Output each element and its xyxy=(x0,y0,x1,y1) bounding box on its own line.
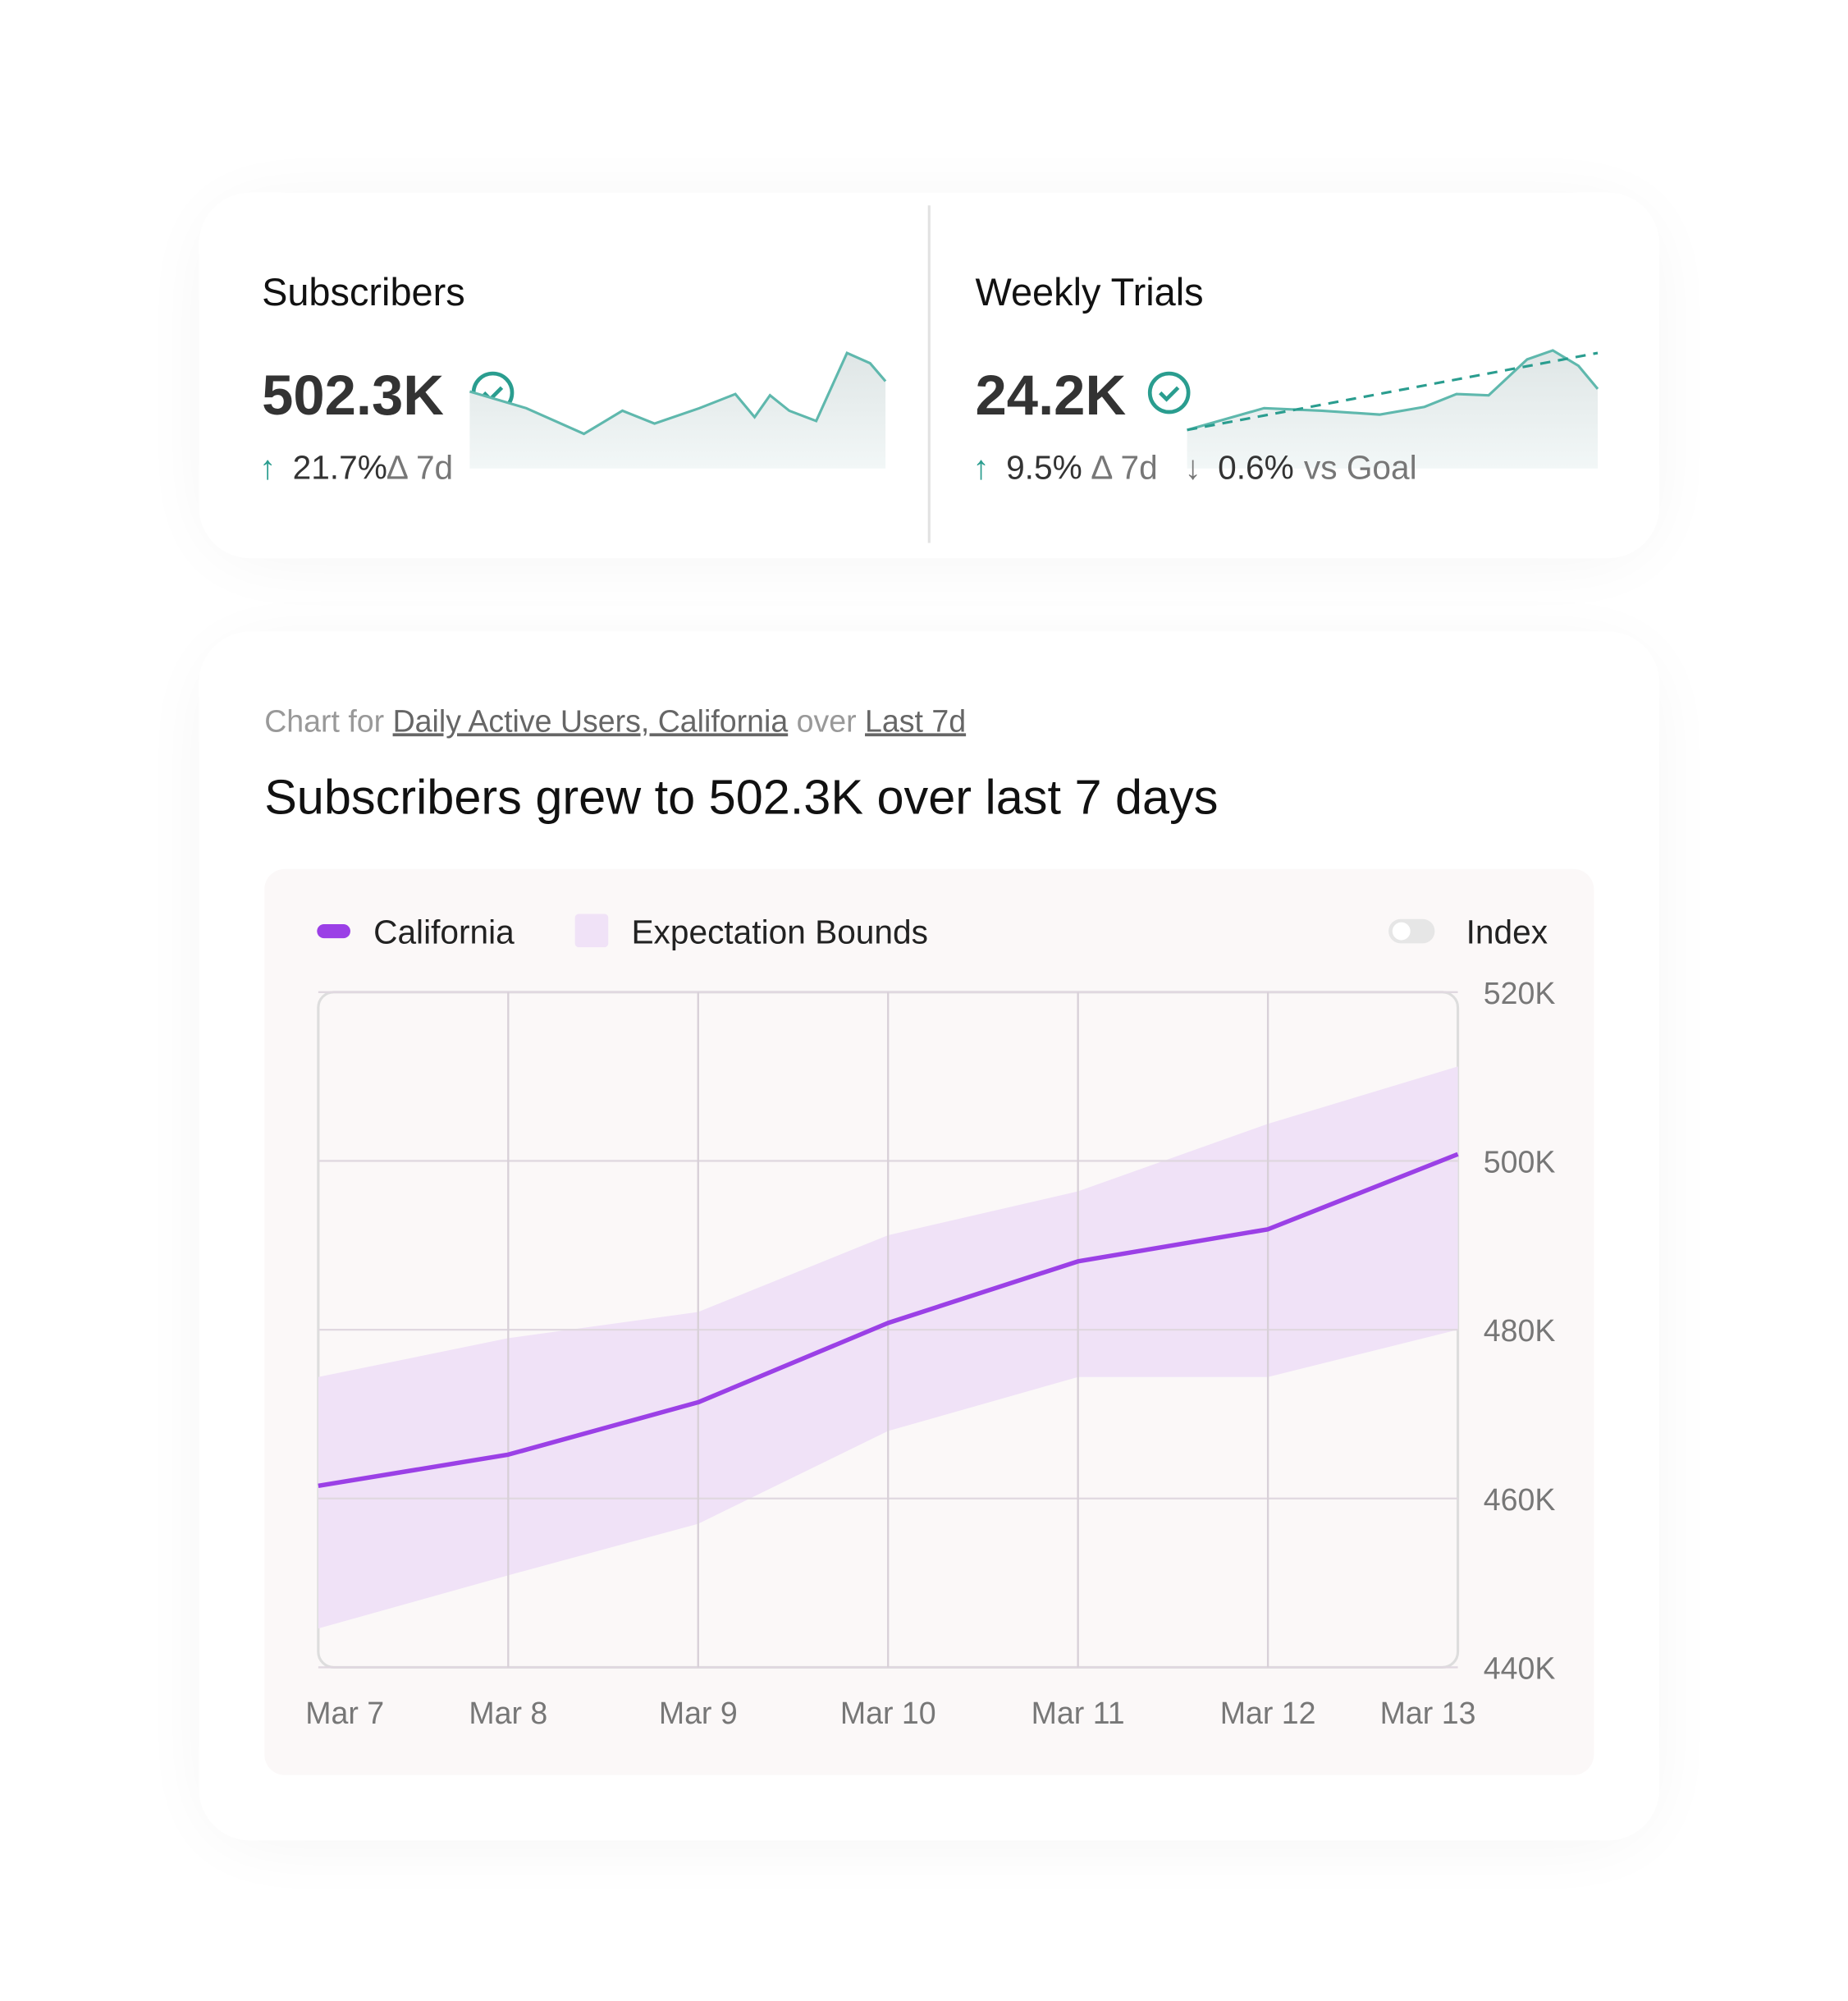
x-tick-label: Mar 10 xyxy=(840,1696,936,1730)
range-link[interactable]: Last 7d xyxy=(865,703,966,738)
card-value: 502.3K xyxy=(262,364,444,427)
change: 21.7% xyxy=(293,448,387,486)
sparkline-area xyxy=(1187,350,1599,469)
plot: 440K 460K 480K 500K 520K Mar 7 Mar 8 Mar 9 Mar 1… xyxy=(305,976,1555,1730)
period: Δ 7d xyxy=(1091,448,1157,486)
x-tick-label: Mar 11 xyxy=(1031,1696,1125,1730)
arrow: ↑ xyxy=(259,448,276,486)
change: 0.6% xyxy=(1218,448,1294,486)
sparkline-area xyxy=(469,353,886,469)
legend-swatch xyxy=(574,914,609,948)
goal-label: vs Goal xyxy=(1304,448,1417,486)
joiner: over xyxy=(797,703,857,738)
x-tick-label: Mar 9 xyxy=(659,1696,738,1730)
x-tick-label: Mar 12 xyxy=(1220,1696,1316,1730)
y-tick-label: 460K xyxy=(1484,1482,1556,1517)
prefix: Chart for xyxy=(264,703,384,738)
y-tick-label: 500K xyxy=(1484,1145,1556,1179)
y-tick-label: 480K xyxy=(1484,1313,1556,1348)
legend-swatch xyxy=(317,923,350,939)
check-icon xyxy=(1147,371,1191,414)
y-tick-label: 440K xyxy=(1484,1651,1556,1685)
sparkline xyxy=(469,350,887,436)
legend-label: Expectation Bounds xyxy=(631,913,928,950)
chart-header: Chart for Daily Active Users, California… xyxy=(264,703,966,738)
index-toggle[interactable] xyxy=(1388,918,1435,944)
legend-label: California xyxy=(373,913,515,950)
metric-link[interactable]: Daily Active Users, California xyxy=(393,703,789,738)
toggle-label: Index xyxy=(1466,913,1548,950)
chart-title: Subscribers grew to 502.3K over last 7 d… xyxy=(264,769,1218,824)
card-value: 24.2K xyxy=(976,364,1127,427)
series-line xyxy=(318,1152,1459,1489)
arrow: ↑ xyxy=(972,448,989,486)
y-tick-label: 520K xyxy=(1484,976,1556,1010)
goal-line xyxy=(1187,351,1599,432)
x-tick-label: Mar 8 xyxy=(469,1696,547,1730)
period: Δ 7d xyxy=(387,448,453,486)
change: 9.5% xyxy=(1006,448,1082,486)
x-tick-label: Mar 7 xyxy=(305,1696,384,1730)
card-change: ↑ 21.7% Δ 7d xyxy=(259,448,453,486)
card-title: Subscribers xyxy=(262,271,465,314)
x-tick-label: Mar 13 xyxy=(1380,1696,1476,1730)
card-title: Weekly Trials xyxy=(976,271,1204,314)
arrow: ↓ xyxy=(1184,448,1201,486)
sparkline xyxy=(1187,349,1599,432)
card-change: ↑ 9.5% Δ 7d ↓ 0.6% vs Goal xyxy=(972,448,1416,486)
